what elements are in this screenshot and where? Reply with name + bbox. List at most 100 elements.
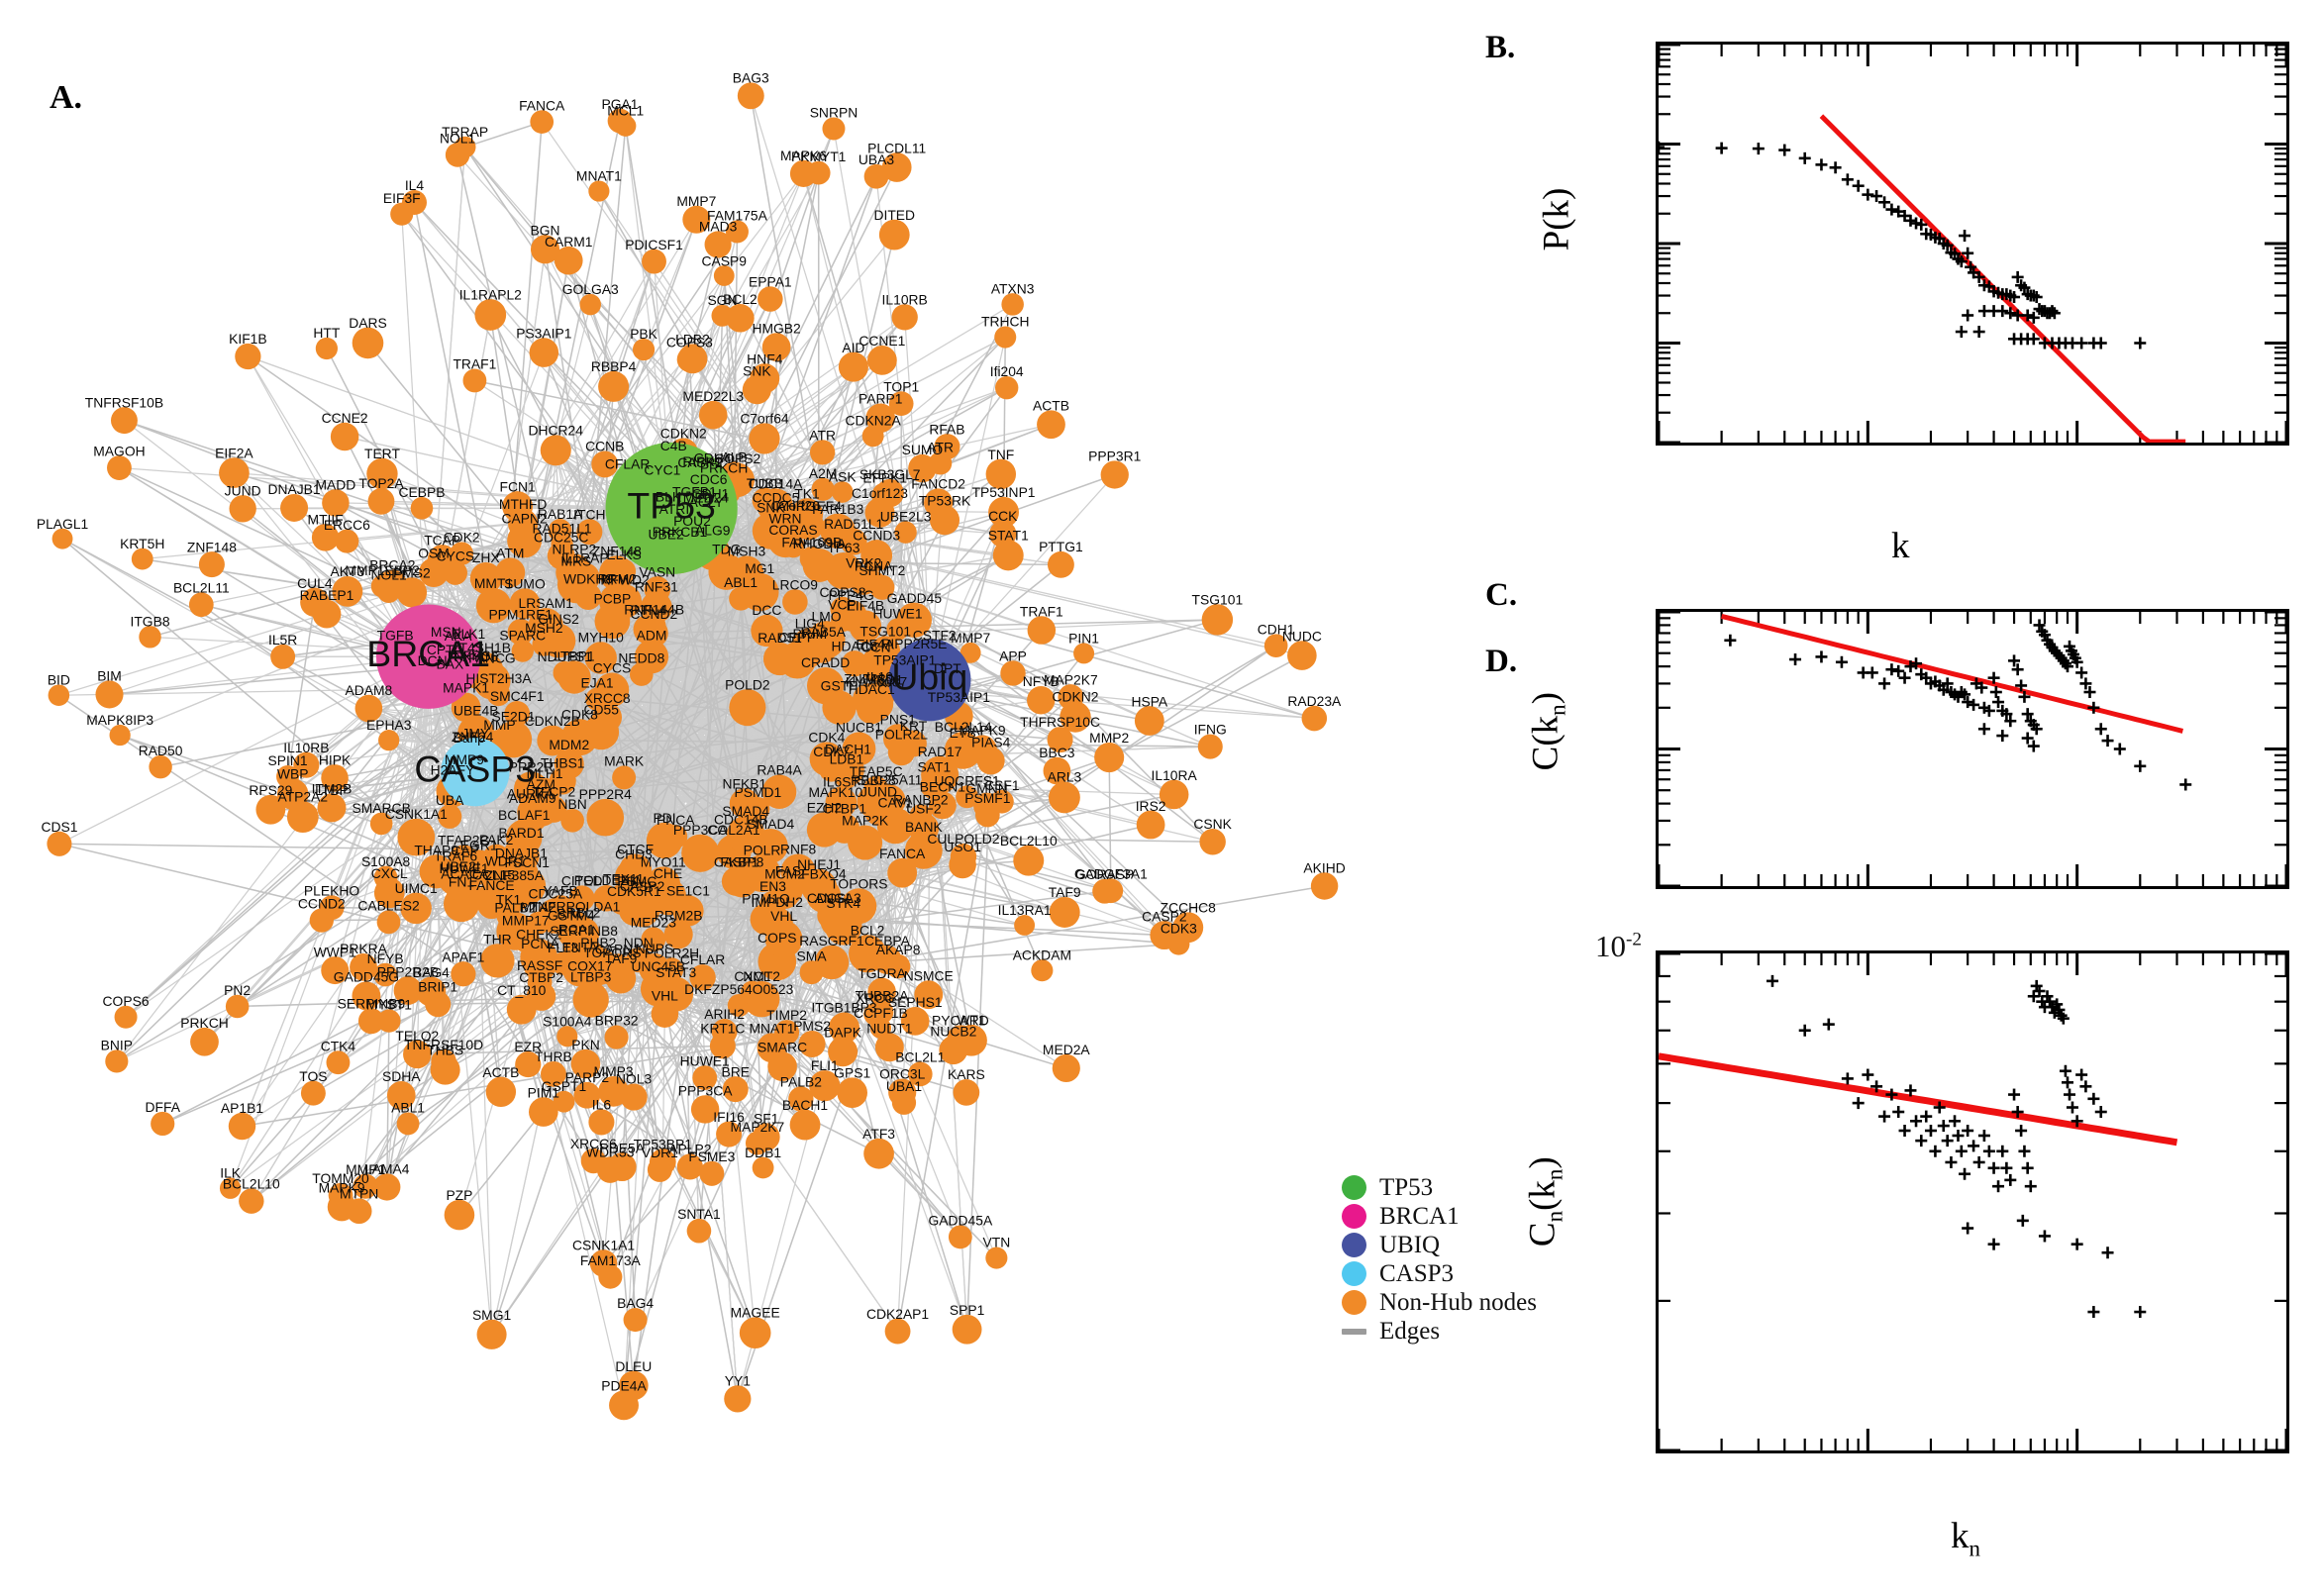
network-node[interactable]	[109, 724, 131, 747]
network-node[interactable]	[350, 952, 377, 981]
network-node[interactable]	[293, 751, 320, 778]
network-node[interactable]	[1013, 845, 1045, 876]
network-node[interactable]	[131, 548, 153, 570]
network-node[interactable]	[1094, 743, 1125, 773]
network-node[interactable]	[729, 788, 759, 819]
network-node[interactable]	[451, 692, 481, 723]
network-node[interactable]	[326, 1050, 351, 1075]
network-node[interactable]	[327, 1192, 356, 1222]
network-node[interactable]	[570, 1048, 601, 1079]
network-node[interactable]	[841, 888, 877, 925]
network-node[interactable]	[557, 660, 591, 694]
network-node[interactable]	[515, 1050, 542, 1078]
network-node[interactable]	[646, 822, 683, 859]
network-node[interactable]	[612, 558, 637, 583]
network-node[interactable]	[396, 577, 428, 608]
network-node[interactable]	[659, 957, 684, 982]
network-node[interactable]	[276, 765, 299, 788]
network-node[interactable]	[530, 235, 560, 264]
network-node[interactable]	[527, 969, 553, 995]
network-node[interactable]	[373, 877, 405, 909]
network-node[interactable]	[239, 1188, 264, 1214]
network-node[interactable]	[682, 205, 711, 234]
network-node[interactable]	[724, 1385, 752, 1413]
network-node[interactable]	[612, 765, 637, 790]
network-node[interactable]	[716, 1121, 743, 1147]
network-node[interactable]	[110, 407, 138, 435]
network-node[interactable]	[828, 1037, 858, 1067]
network-node[interactable]	[507, 619, 534, 646]
network-node[interactable]	[884, 1318, 911, 1345]
network-node[interactable]	[430, 1054, 460, 1085]
network-node[interactable]	[802, 549, 837, 582]
network-node[interactable]	[377, 1009, 401, 1033]
network-node[interactable]	[593, 885, 620, 912]
network-node[interactable]	[588, 1109, 615, 1136]
network-node[interactable]	[496, 912, 535, 950]
network-node[interactable]	[740, 980, 764, 1005]
network-node[interactable]	[551, 533, 573, 555]
network-node[interactable]	[393, 976, 423, 1005]
network-node[interactable]	[640, 591, 672, 624]
network-node[interactable]	[462, 368, 487, 393]
network-node[interactable]	[806, 812, 843, 848]
network-node[interactable]	[48, 684, 70, 706]
network-node[interactable]	[778, 642, 816, 679]
network-node[interactable]	[872, 946, 902, 974]
network-node[interactable]	[1043, 756, 1071, 785]
network-node[interactable]	[953, 1079, 980, 1106]
network-node[interactable]	[255, 794, 286, 825]
network-node[interactable]	[330, 422, 359, 451]
network-node[interactable]	[686, 1218, 712, 1244]
network-node[interactable]	[789, 159, 818, 187]
network-node[interactable]	[219, 457, 250, 488]
network-node[interactable]	[553, 1090, 575, 1113]
network-node[interactable]	[1027, 616, 1057, 645]
network-node[interactable]	[322, 489, 350, 517]
network-node[interactable]	[560, 808, 584, 833]
network-node[interactable]	[740, 572, 779, 612]
network-node[interactable]	[995, 375, 1019, 400]
network-node[interactable]	[761, 774, 797, 809]
network-node[interactable]	[985, 458, 1017, 490]
network-node[interactable]	[626, 947, 652, 973]
network-node[interactable]	[729, 689, 766, 727]
network-node[interactable]	[556, 1026, 578, 1047]
network-node[interactable]	[149, 754, 172, 779]
hub-node-tp53[interactable]	[605, 442, 738, 574]
network-node[interactable]	[396, 1112, 420, 1136]
network-node[interactable]	[709, 1033, 736, 1059]
network-node[interactable]	[841, 650, 868, 677]
network-node[interactable]	[1136, 810, 1165, 840]
network-node[interactable]	[619, 853, 653, 887]
network-node[interactable]	[838, 351, 868, 382]
network-node[interactable]	[928, 791, 957, 820]
network-node[interactable]	[739, 1317, 771, 1349]
network-node[interactable]	[579, 293, 601, 316]
network-node[interactable]	[831, 481, 854, 503]
network-node[interactable]	[315, 337, 338, 360]
network-node[interactable]	[509, 588, 541, 620]
network-node[interactable]	[1201, 604, 1234, 636]
network-node[interactable]	[107, 455, 132, 480]
network-node[interactable]	[870, 636, 901, 666]
network-node[interactable]	[725, 220, 749, 244]
network-node[interactable]	[1172, 912, 1204, 944]
network-node[interactable]	[921, 755, 960, 794]
network-node[interactable]	[699, 1160, 725, 1186]
network-node[interactable]	[663, 920, 693, 949]
network-node[interactable]	[1199, 829, 1226, 855]
network-node[interactable]	[1301, 705, 1328, 732]
network-node[interactable]	[1001, 293, 1024, 316]
network-node[interactable]	[332, 575, 363, 607]
network-node[interactable]	[1047, 550, 1074, 578]
network-node[interactable]	[837, 1077, 867, 1109]
network-node[interactable]	[948, 1225, 972, 1249]
network-node[interactable]	[878, 219, 910, 250]
network-node[interactable]	[475, 587, 512, 624]
network-node[interactable]	[676, 1153, 703, 1180]
network-node[interactable]	[761, 333, 791, 361]
network-node[interactable]	[749, 423, 780, 454]
network-node[interactable]	[690, 1095, 720, 1124]
network-node[interactable]	[1037, 410, 1065, 440]
